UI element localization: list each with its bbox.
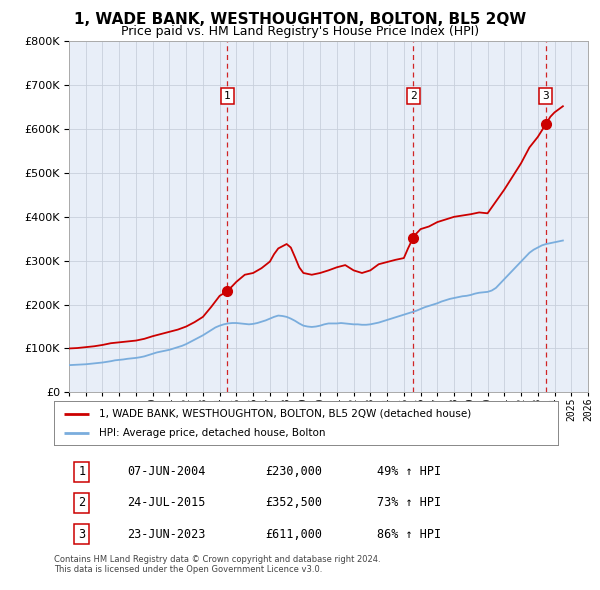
Text: £352,500: £352,500 (266, 496, 323, 510)
Text: 49% ↑ HPI: 49% ↑ HPI (377, 466, 440, 478)
Text: 24-JUL-2015: 24-JUL-2015 (127, 496, 205, 510)
Text: £611,000: £611,000 (266, 527, 323, 540)
Text: 3: 3 (542, 91, 549, 101)
Text: 1: 1 (224, 91, 230, 101)
Text: 1, WADE BANK, WESTHOUGHTON, BOLTON, BL5 2QW (detached house): 1, WADE BANK, WESTHOUGHTON, BOLTON, BL5 … (100, 409, 472, 418)
Text: 2: 2 (78, 496, 85, 510)
Text: Contains HM Land Registry data © Crown copyright and database right 2024.
This d: Contains HM Land Registry data © Crown c… (54, 555, 380, 574)
Text: 73% ↑ HPI: 73% ↑ HPI (377, 496, 440, 510)
Text: 86% ↑ HPI: 86% ↑ HPI (377, 527, 440, 540)
Text: 1, WADE BANK, WESTHOUGHTON, BOLTON, BL5 2QW: 1, WADE BANK, WESTHOUGHTON, BOLTON, BL5 … (74, 12, 526, 27)
Text: Price paid vs. HM Land Registry's House Price Index (HPI): Price paid vs. HM Land Registry's House … (121, 25, 479, 38)
Text: 23-JUN-2023: 23-JUN-2023 (127, 527, 205, 540)
Text: £230,000: £230,000 (266, 466, 323, 478)
Text: 2: 2 (410, 91, 416, 101)
Text: 07-JUN-2004: 07-JUN-2004 (127, 466, 205, 478)
Text: 3: 3 (78, 527, 85, 540)
Text: HPI: Average price, detached house, Bolton: HPI: Average price, detached house, Bolt… (100, 428, 326, 438)
Text: 1: 1 (78, 466, 85, 478)
